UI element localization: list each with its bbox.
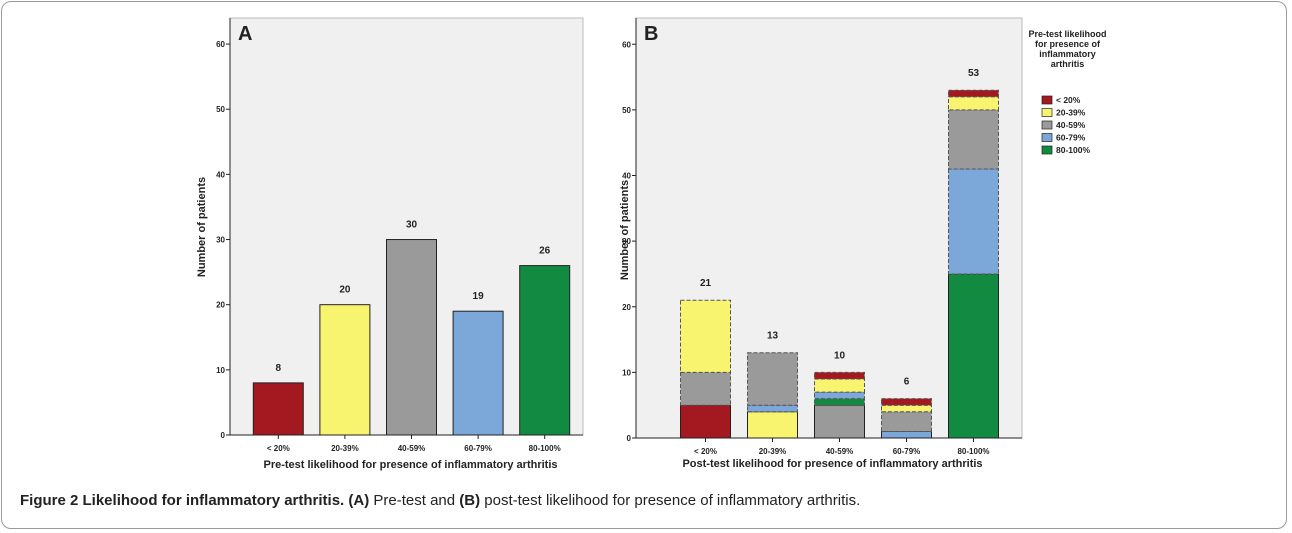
caption-b-label: (B) bbox=[459, 492, 481, 509]
legend-title-box: Pre-test likelihood for presence of infl… bbox=[1028, 30, 1107, 69]
bar-segment bbox=[680, 299, 731, 373]
value-label: 20 bbox=[339, 285, 351, 296]
x-axis-label-box: Post-test likelihood for presence of inf… bbox=[682, 458, 983, 470]
x-tick-label: < 20% bbox=[267, 444, 290, 453]
y-tick-label: 0 bbox=[221, 431, 226, 440]
y-tick-label: 20 bbox=[216, 301, 225, 310]
legend-label: 40-59% bbox=[1056, 120, 1086, 130]
bar-segment bbox=[948, 96, 999, 111]
x-tick-label: 80-100% bbox=[529, 444, 561, 453]
bar-segment bbox=[680, 371, 731, 406]
bar-segment bbox=[948, 109, 999, 170]
caption-a-label: (A) bbox=[348, 492, 370, 509]
caption-title: Figure 2 Likelihood for inflammatory art… bbox=[20, 492, 345, 509]
panel-label: A bbox=[238, 23, 252, 45]
legend-label: 20-39% bbox=[1056, 108, 1086, 118]
total-label: 10 bbox=[834, 350, 846, 361]
caption-b-text: post-test likelihood for presence of inf… bbox=[484, 492, 861, 509]
y-tick-label: 40 bbox=[622, 172, 631, 181]
x-tick-label: 20-39% bbox=[331, 444, 359, 453]
value-label: 26 bbox=[539, 246, 551, 257]
y-tick-label: 40 bbox=[216, 170, 225, 179]
bar-segment bbox=[747, 404, 798, 413]
bar-segment bbox=[814, 391, 865, 400]
y-tick-label: 60 bbox=[622, 40, 631, 49]
x-tick-label: 40-59% bbox=[826, 447, 854, 456]
caption-a-text: Pre-test and bbox=[373, 492, 456, 509]
bar-segment bbox=[680, 404, 731, 439]
x-tick-label: 80-100% bbox=[957, 447, 989, 456]
x-tick-label: 20-39% bbox=[759, 447, 787, 456]
legend-label: 80-100% bbox=[1056, 145, 1090, 155]
y-tick-label: 20 bbox=[622, 303, 631, 312]
y-tick-label: 60 bbox=[216, 40, 225, 49]
x-tick-label: 60-79% bbox=[464, 444, 492, 453]
legend-title: Pre-test likelihood for presence of infl… bbox=[1028, 30, 1107, 69]
y-tick-label: 10 bbox=[622, 368, 631, 377]
y-tick-label: 50 bbox=[216, 105, 225, 114]
value-label: 19 bbox=[473, 291, 485, 302]
total-label: 21 bbox=[700, 278, 712, 289]
bar-segment bbox=[747, 352, 798, 406]
legend-swatch bbox=[1041, 145, 1053, 155]
bar-segment bbox=[747, 411, 798, 439]
legend-swatch bbox=[1041, 133, 1053, 142]
legend-swatch bbox=[1041, 95, 1053, 105]
value-label: 30 bbox=[406, 220, 418, 231]
y-tick-label: 10 bbox=[216, 366, 225, 375]
legend-label: 60-79% bbox=[1056, 133, 1086, 143]
panel-label: B bbox=[644, 23, 658, 45]
x-axis-label: Pre-test likelihood for presence of infl… bbox=[263, 459, 557, 471]
legend-swatch bbox=[1041, 120, 1053, 130]
y-tick-label: 30 bbox=[622, 237, 631, 246]
bar-segment bbox=[948, 168, 999, 275]
bar-segment bbox=[814, 378, 865, 393]
bar-segment bbox=[948, 89, 999, 98]
y-axis-label: Number of patients bbox=[196, 177, 208, 277]
bar-segment bbox=[881, 398, 932, 406]
bar-segment bbox=[881, 430, 932, 439]
x-tick-label: 60-79% bbox=[893, 447, 921, 456]
x-tick-label: < 20% bbox=[694, 447, 717, 456]
bar bbox=[519, 265, 571, 436]
legend-swatch bbox=[1041, 108, 1053, 117]
bar-segment bbox=[814, 398, 865, 406]
legend-label: < 20% bbox=[1056, 95, 1081, 105]
value-label: 8 bbox=[276, 363, 282, 374]
bar bbox=[252, 382, 304, 436]
total-label: 13 bbox=[767, 331, 779, 342]
y-tick-label: 30 bbox=[216, 236, 225, 245]
bar bbox=[452, 310, 504, 436]
x-tick-label: 40-59% bbox=[398, 444, 426, 453]
bar-segment bbox=[814, 371, 865, 380]
y-tick-label: 0 bbox=[627, 434, 632, 443]
y-axis-label: Number of patients bbox=[619, 180, 631, 280]
caption: Figure 2 Likelihood for inflammatory art… bbox=[20, 492, 860, 509]
bar-segment bbox=[948, 273, 999, 439]
bar bbox=[319, 304, 371, 436]
bar-segment bbox=[881, 411, 932, 432]
total-label: 6 bbox=[904, 377, 910, 388]
x-axis-label: Post-test likelihood for presence of inf… bbox=[682, 458, 983, 470]
bar-segment bbox=[881, 404, 932, 413]
total-label: 53 bbox=[968, 68, 980, 79]
y-tick-label: 50 bbox=[622, 106, 631, 115]
bar-segment bbox=[814, 404, 865, 439]
bar bbox=[386, 239, 437, 436]
